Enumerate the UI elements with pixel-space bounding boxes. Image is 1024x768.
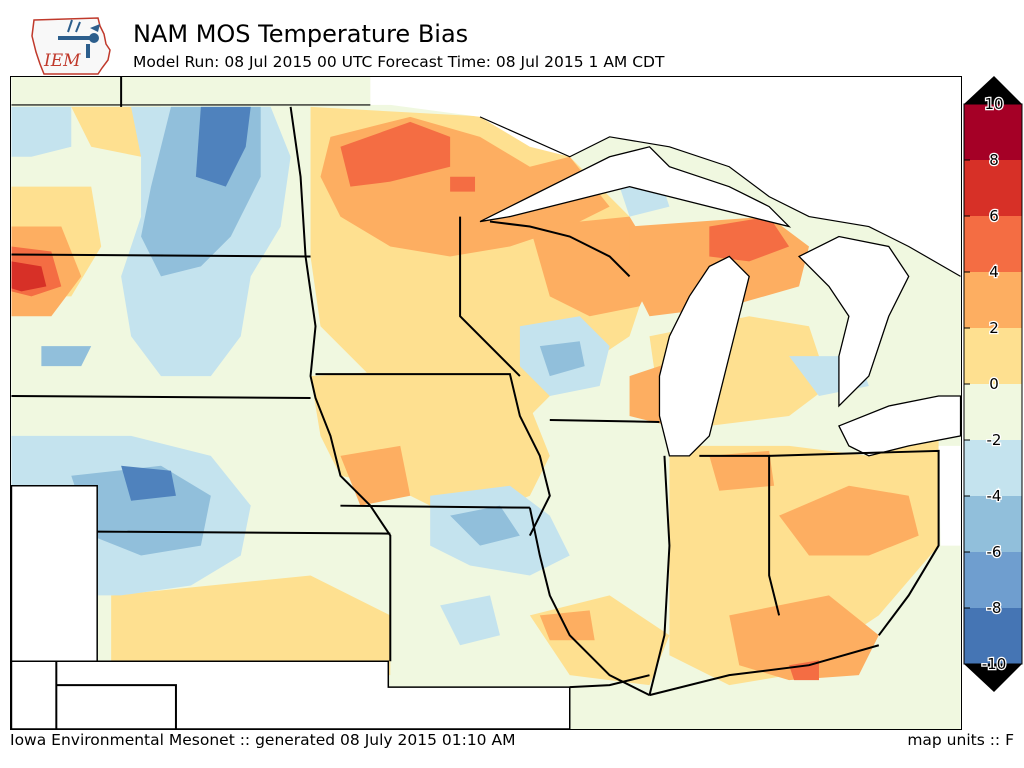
colorbar-swatch (964, 328, 1022, 384)
bias-band-neg6-neg8 (121, 106, 251, 501)
colorbar-swatch (964, 216, 1022, 272)
colorbar-tick-label: 8 (989, 151, 999, 169)
canada-border (479, 116, 961, 277)
footer-credit: Iowa Environmental Mesonet :: generated … (10, 731, 516, 749)
bias-band-4-6 (11, 121, 819, 681)
colorbar-tick-label: -4 (987, 487, 1002, 505)
colorbar-tick-label: 0 (989, 375, 999, 393)
colorbar-swatch (964, 496, 1022, 552)
map-title: NAM MOS Temperature Bias (133, 20, 469, 48)
bias-map (10, 76, 962, 730)
colorbar-tick-label: 10 (984, 95, 1003, 113)
footer-units: map units :: F (907, 731, 1014, 749)
colorbar-tick-label: -6 (987, 543, 1002, 561)
colorbar-swatch (964, 104, 1022, 160)
great-lakes (479, 146, 961, 457)
colorbar-tick-label: 4 (989, 263, 999, 281)
map-subtitle: Model Run: 08 Jul 2015 00 UTC Forecast T… (133, 53, 665, 71)
south-no-data (11, 484, 571, 729)
colorbar-swatch (964, 272, 1022, 328)
colorbar-swatch (964, 160, 1022, 216)
canada-no-data (370, 77, 961, 546)
colorbar-tick-label: -2 (987, 431, 1002, 449)
colorbar-tick-label: 2 (989, 319, 999, 337)
colorbar: 10 8 6 4 2 0 -2 -4 -6 -8 -10 (963, 76, 1023, 692)
colorbar-top-arrow (964, 76, 1022, 104)
colorbar-swatch (964, 608, 1022, 664)
state-boundaries (11, 77, 940, 729)
colorbar-swatch (964, 384, 1022, 440)
colorbar-bottom-arrow (964, 664, 1022, 692)
colorbar-swatch (964, 552, 1022, 608)
colorbar-tick-label: -10 (982, 655, 1007, 673)
colorbar-tick-label: -8 (987, 599, 1002, 617)
colorbar-swatch (964, 440, 1022, 496)
colorbar-tick-label: 6 (989, 207, 999, 225)
logo-text: IEM (43, 51, 81, 71)
iem-logo: IEM (31, 17, 111, 75)
bias-band-6-8 (11, 261, 47, 292)
